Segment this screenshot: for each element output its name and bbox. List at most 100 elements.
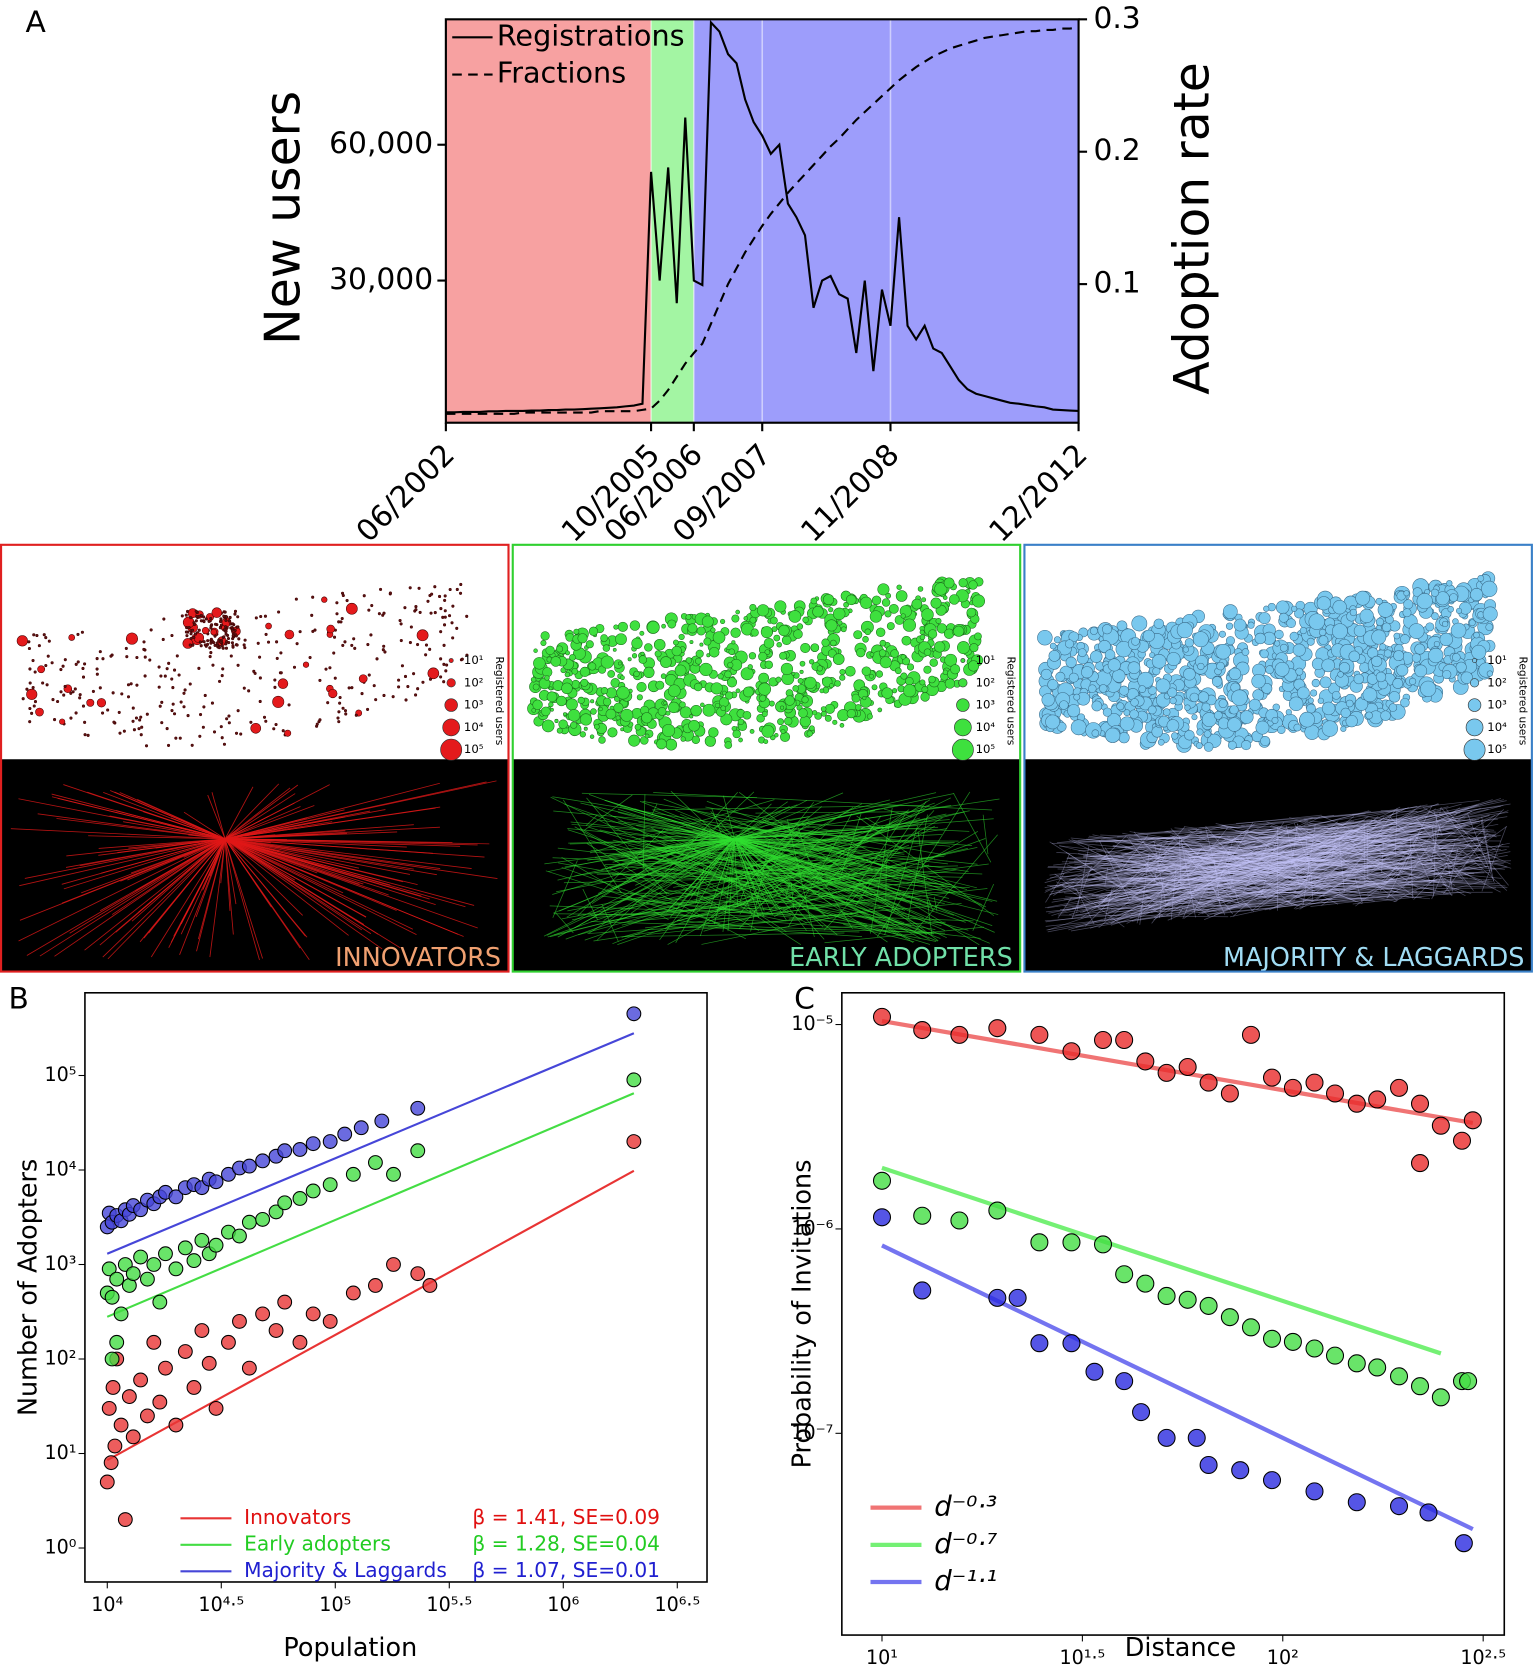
map-link	[1188, 856, 1478, 874]
map-dot	[866, 713, 873, 720]
map-link	[1269, 866, 1339, 905]
map-dot	[1425, 622, 1435, 632]
data-point	[292, 1334, 308, 1350]
map-dot	[968, 580, 978, 590]
map-link	[1408, 853, 1494, 879]
x-tick-label: 10²	[1267, 1646, 1299, 1665]
map-link	[1356, 856, 1416, 878]
map-dot	[781, 635, 792, 645]
map-dot	[175, 654, 179, 658]
map-dot	[143, 674, 147, 678]
map-link	[933, 896, 938, 912]
data-point	[103, 1455, 119, 1471]
map-dot	[1321, 701, 1336, 716]
map-link	[1118, 867, 1207, 890]
map-dot	[219, 617, 223, 621]
map-link	[1186, 870, 1400, 874]
size-legend-circle	[956, 698, 970, 712]
map-link	[1104, 867, 1109, 887]
data-point	[232, 1313, 247, 1329]
map-dot	[1182, 646, 1189, 653]
map-dot	[560, 667, 567, 674]
map-link	[1098, 876, 1398, 890]
map-dot	[1049, 642, 1057, 650]
map-link	[607, 890, 753, 909]
data-point	[322, 1134, 338, 1149]
map-dot	[171, 702, 175, 706]
map-link	[1114, 838, 1446, 898]
data-point	[345, 1166, 361, 1182]
map-dot	[871, 684, 878, 691]
map-link	[1295, 835, 1366, 844]
map-dot	[328, 688, 338, 699]
map-dot	[953, 625, 965, 637]
map-dot	[730, 627, 741, 638]
map-link	[18, 838, 226, 942]
map-dot	[45, 683, 49, 687]
map-dot	[1319, 676, 1332, 689]
map-dot	[590, 708, 597, 715]
map-link	[102, 838, 226, 958]
data-point	[1178, 1057, 1197, 1077]
map-link	[1242, 814, 1427, 844]
map-link	[1192, 895, 1252, 906]
map-link	[1082, 862, 1268, 870]
map-link	[88, 835, 226, 840]
map-dot	[761, 724, 775, 738]
data-point	[1262, 1471, 1282, 1490]
map-link	[1141, 837, 1304, 860]
map-dot	[76, 632, 80, 636]
map-link	[1229, 870, 1235, 889]
map-link	[1065, 851, 1164, 916]
map-link	[1059, 853, 1070, 879]
map-dot	[207, 619, 211, 623]
map-dot	[335, 612, 339, 616]
map-dot	[135, 655, 139, 660]
map-dot	[250, 722, 262, 734]
map-link	[1184, 821, 1405, 860]
map-link	[1100, 834, 1462, 853]
map-dot	[210, 701, 214, 705]
map-link	[1256, 837, 1330, 890]
map-dot	[598, 736, 606, 744]
data-point	[1062, 1334, 1081, 1353]
data-point	[337, 1126, 353, 1142]
data-point	[1030, 1233, 1049, 1252]
map-link	[1227, 873, 1441, 908]
map-dot	[756, 604, 770, 617]
data-point	[353, 1120, 369, 1136]
map-link	[1405, 844, 1510, 848]
map-link	[646, 912, 859, 935]
size-legend-title: Registered users	[1516, 656, 1529, 745]
map-dot	[588, 662, 597, 671]
map-dot	[1192, 631, 1209, 648]
map-link	[1143, 846, 1258, 865]
plot-frame	[841, 992, 1506, 1636]
map-link	[1309, 881, 1376, 886]
map-dot	[382, 644, 386, 648]
map-dot	[1359, 608, 1374, 624]
map-link	[224, 838, 422, 897]
map-dot	[791, 671, 796, 676]
map-link	[1317, 868, 1431, 870]
map-dot	[616, 686, 630, 700]
map-dot	[198, 734, 202, 738]
map-dot	[135, 683, 139, 687]
data-point	[626, 1072, 642, 1088]
map-dot	[618, 661, 622, 666]
map-dot	[227, 640, 231, 645]
map-dot	[708, 647, 720, 658]
map-dot	[298, 630, 302, 634]
map-dot	[571, 679, 581, 689]
map-link	[1298, 837, 1470, 845]
map-link	[1089, 837, 1343, 929]
map-dot	[263, 614, 267, 618]
map-dot	[259, 614, 263, 619]
map-link	[843, 924, 915, 943]
size-legend-label: 10⁴	[464, 720, 484, 734]
map-dot	[738, 737, 743, 743]
map-dot	[326, 624, 335, 634]
map-link	[1164, 830, 1384, 833]
map-link	[764, 828, 948, 860]
data-point	[1115, 1031, 1134, 1050]
